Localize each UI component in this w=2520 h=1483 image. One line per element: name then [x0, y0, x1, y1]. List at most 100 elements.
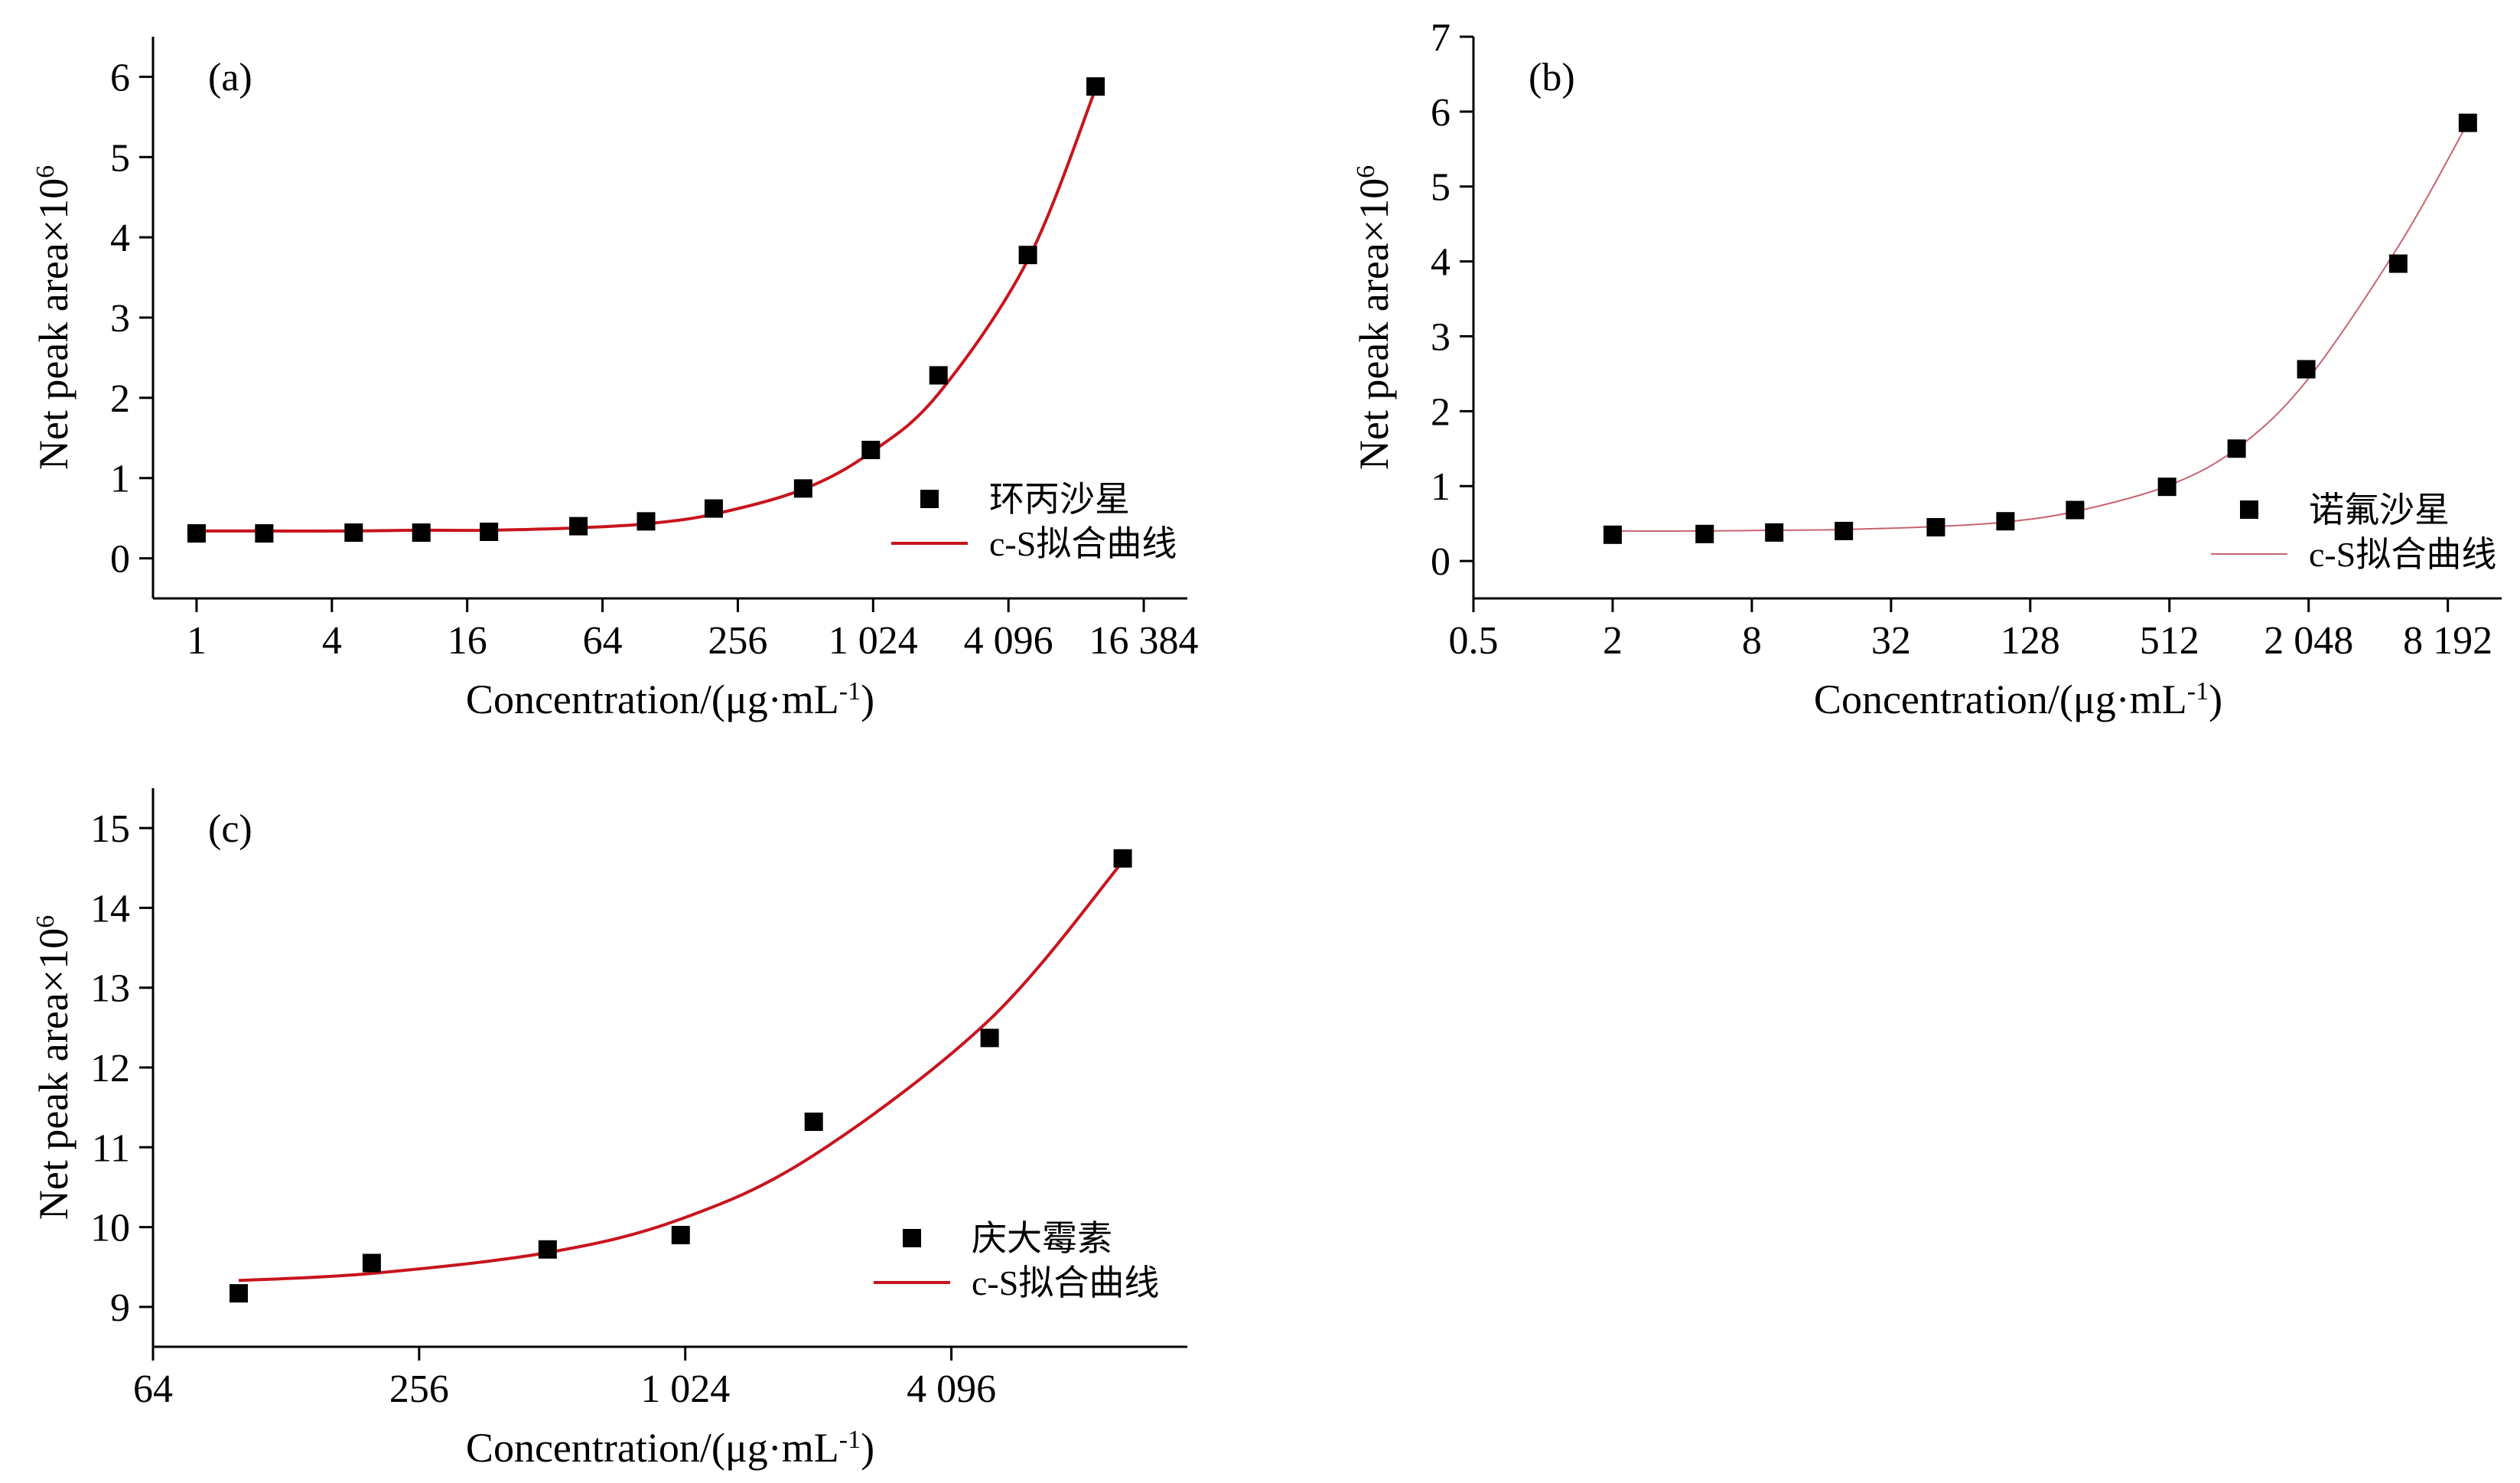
legend-marker [903, 1229, 921, 1247]
data-point [671, 1226, 690, 1244]
fit-curve [238, 860, 1125, 1283]
data-point [187, 524, 206, 543]
y-tick-label: 9 [110, 1286, 130, 1330]
x-tick-label: 256 [389, 1367, 449, 1411]
legend-marker [2240, 500, 2258, 519]
x-tick-label: 0.5 [1449, 619, 1499, 663]
legend-label-fit: c-S拟合曲线 [972, 1263, 1159, 1302]
data-point [412, 523, 431, 543]
x-tick-label: 64 [583, 619, 623, 663]
data-point [2157, 477, 2177, 497]
x-tick-label: 8 192 [2403, 619, 2492, 663]
y-axis-title: Net peak area×106 [31, 165, 77, 470]
data-point [637, 512, 656, 531]
data-point [569, 517, 588, 536]
x-tick-label: 32 [1871, 619, 1911, 663]
data-point [793, 479, 812, 498]
data-point [1996, 512, 2015, 531]
legend: 庆大霉素 c-S拟合曲线 [874, 1219, 1159, 1302]
legend-label-points: 诺氟沙星 [2309, 491, 2450, 530]
data-point [1835, 521, 1854, 540]
x-tick-label: 1 024 [829, 619, 918, 663]
y-tick-label: 12 [90, 1047, 130, 1090]
y-tick-label: 0 [110, 538, 130, 582]
data-point [1695, 524, 1714, 543]
x-tick-label: 16 384 [1089, 619, 1199, 663]
legend: 诺氟沙星 c-S拟合曲线 [2211, 491, 2496, 574]
data-point [2066, 500, 2085, 520]
data-point [480, 522, 499, 541]
panel-label: (c) [208, 807, 252, 851]
data-point [2388, 254, 2408, 273]
y-tick-label: 4 [110, 217, 130, 260]
x-tick-label: 1 [187, 619, 207, 663]
legend-label-points: 庆大霉素 [972, 1219, 1112, 1258]
data-point [255, 524, 274, 543]
x-tick-label: 64 [133, 1367, 173, 1411]
y-tick-label: 2 [1431, 390, 1450, 434]
y-tick-label: 5 [110, 136, 130, 180]
y-tick-label: 13 [90, 967, 130, 1011]
data-point [804, 1112, 823, 1131]
y-tick-label: 2 [110, 377, 130, 421]
x-tick-label: 1 024 [640, 1367, 730, 1411]
data-point [344, 523, 363, 543]
x-tick-label: 256 [708, 619, 767, 663]
chart-panel-3: 9 10 11 12 13 14 15 64 256 1 024 4 096 Concentratio… [31, 788, 1187, 1471]
y-tick-label: 0 [1431, 540, 1450, 584]
legend-marker [920, 490, 939, 508]
y-tick-label: 1 [110, 458, 130, 501]
panel-label: (a) [208, 56, 252, 99]
x-tick-label: 4 096 [964, 619, 1053, 663]
y-tick-label: 4 [1431, 241, 1450, 285]
data-point [538, 1240, 557, 1259]
x-tick-label: 2 [1603, 619, 1623, 663]
data-point [229, 1284, 248, 1303]
legend-label-points: 环丙沙星 [989, 480, 1130, 519]
x-axis-title: Concentration/(μg·mL-1) [466, 1425, 874, 1471]
data-point [2458, 113, 2477, 132]
panel-label: (b) [1529, 56, 1575, 99]
y-tick-label: 3 [110, 297, 130, 341]
x-tick-label: 16 [448, 619, 487, 663]
x-axis-title: Concentration/(μg·mL-1) [1814, 676, 2222, 722]
x-tick-label: 2 048 [2264, 619, 2353, 663]
y-axis-title: Net peak area×106 [31, 915, 77, 1220]
y-tick-label: 6 [1431, 91, 1450, 135]
data-point [980, 1028, 999, 1048]
legend: 环丙沙星 c-S拟合曲线 [891, 480, 1177, 563]
fit-curve [196, 88, 1097, 533]
data-point [1086, 77, 1105, 96]
y-tick-label: 1 [1431, 465, 1450, 509]
data-point [2297, 360, 2316, 379]
data-point [1018, 246, 1037, 265]
chart-panel-1: 0 1 2 3 4 5 6 1 4 16 64 256 1 024 4 096 16 384 Concentr… [31, 37, 1199, 722]
legend-label-fit: c-S拟合曲线 [989, 524, 1177, 563]
y-axis-title: Net peak area×106 [1351, 165, 1397, 470]
data-point [362, 1253, 381, 1273]
x-tick-label: 4 096 [907, 1367, 996, 1411]
y-tick-label: 5 [1431, 166, 1450, 210]
data-point [2227, 439, 2246, 458]
data-point [929, 366, 948, 385]
y-tick-label: 11 [92, 1126, 130, 1170]
x-tick-label: 512 [2140, 619, 2199, 663]
chart-panel-2: 0 1 2 3 4 5 6 7 0.5 2 8 32 128 512 2 048 8 192 Concentra… [1351, 16, 2502, 722]
y-tick-label: 14 [90, 887, 130, 931]
fit-curve [1612, 122, 2469, 532]
data-point [704, 499, 723, 518]
data-point [861, 441, 881, 460]
y-tick-label: 6 [110, 56, 130, 99]
x-tick-label: 8 [1742, 619, 1762, 663]
x-axis-title: Concentration/(μg·mL-1) [466, 676, 874, 722]
y-tick-label: 15 [90, 807, 130, 851]
x-tick-label: 4 [322, 619, 342, 663]
data-point [1765, 523, 1784, 542]
data-point [1926, 518, 1945, 537]
y-tick-label: 7 [1431, 16, 1450, 60]
data-point [1113, 849, 1132, 868]
x-tick-label: 128 [2001, 619, 2060, 663]
legend-label-fit: c-S拟合曲线 [2309, 535, 2496, 574]
y-tick-label: 3 [1431, 315, 1450, 359]
